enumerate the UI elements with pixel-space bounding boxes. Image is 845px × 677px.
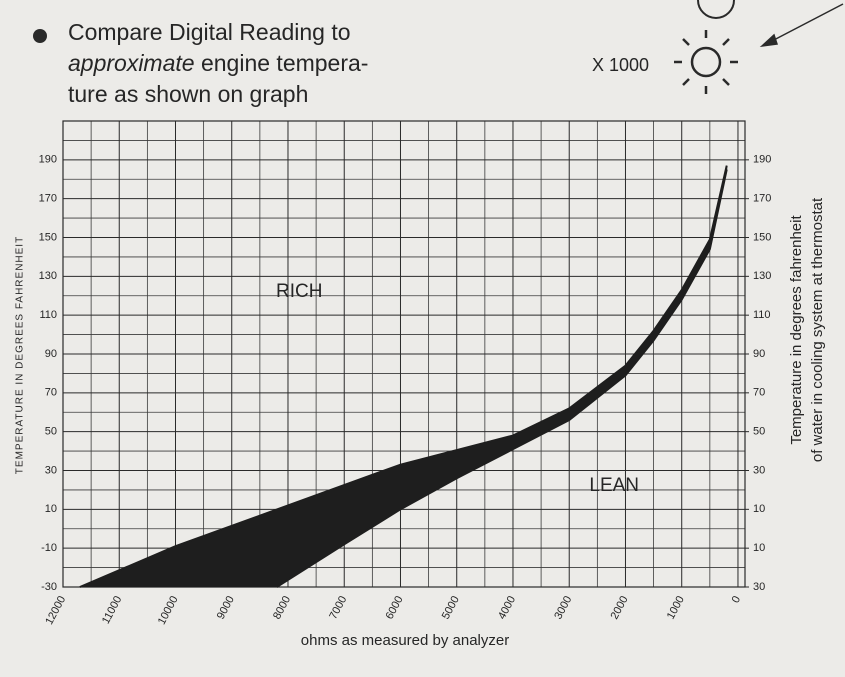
band-edge: [276, 169, 728, 588]
y-tick-label: 110: [39, 309, 57, 321]
y-tick-label: 190: [39, 154, 57, 166]
y-tick-label: -10: [41, 542, 57, 554]
y2-tick-label: 10: [753, 542, 765, 554]
y-tick-label: 130: [39, 270, 57, 282]
plot-frame: [62, 120, 746, 588]
band-edge: [79, 165, 728, 588]
y2-tick-label: 90: [753, 348, 765, 360]
y2-axis-label: of water in cooling system at thermostat: [809, 197, 826, 462]
sun-icon: [674, 30, 738, 94]
y2-tick-label: 110: [753, 309, 771, 321]
y-tick-label: 10: [45, 503, 57, 515]
y2-tick-label: 190: [753, 154, 771, 166]
x-axis-label: ohms as measured by analyzer: [301, 632, 509, 649]
header-line: Compare Digital Reading to: [68, 19, 351, 45]
multiplier: X 1000: [592, 55, 649, 75]
header-line: ture as shown on graph: [68, 81, 308, 107]
y2-tick-label: 150: [753, 231, 771, 243]
y2-tick-label: 70: [753, 387, 765, 399]
y-tick-label: -30: [41, 581, 57, 593]
dial-edge: [697, 0, 735, 19]
y-tick-label: 150: [39, 231, 57, 243]
header-line: approximate engine tempera-: [68, 50, 368, 76]
annotation: RICH: [276, 281, 322, 302]
bullet: [33, 29, 47, 43]
y-tick-label: 90: [45, 348, 57, 360]
y2-tick-label: 30: [753, 581, 765, 593]
y2-axis-label: Temperature in degrees fahrenheit: [788, 215, 805, 445]
x-tick-label: 0: [730, 594, 743, 605]
y2-tick-label: 50: [753, 426, 765, 438]
y2-tick-label: 10: [753, 503, 765, 515]
y-tick-label: 50: [45, 426, 57, 438]
y2-tick-label: 30: [753, 464, 765, 476]
text: ture as shown on graph: [68, 81, 308, 107]
text: approximate: [68, 50, 195, 76]
pointer-arrow: [759, 3, 844, 48]
y2-tick-label: 130: [753, 270, 771, 282]
y-tick-label: 30: [45, 464, 57, 476]
annotation: LEAN: [589, 475, 639, 496]
y-tick-label: 70: [45, 387, 57, 399]
y2-tick-label: 170: [753, 193, 771, 205]
y-tick-label: 170: [39, 193, 57, 205]
text: engine tempera-: [195, 50, 369, 76]
text: Compare Digital Reading to: [68, 19, 351, 45]
y-axis-label: TEMPERATURE IN DEGREES FAHRENHEIT: [15, 236, 26, 474]
